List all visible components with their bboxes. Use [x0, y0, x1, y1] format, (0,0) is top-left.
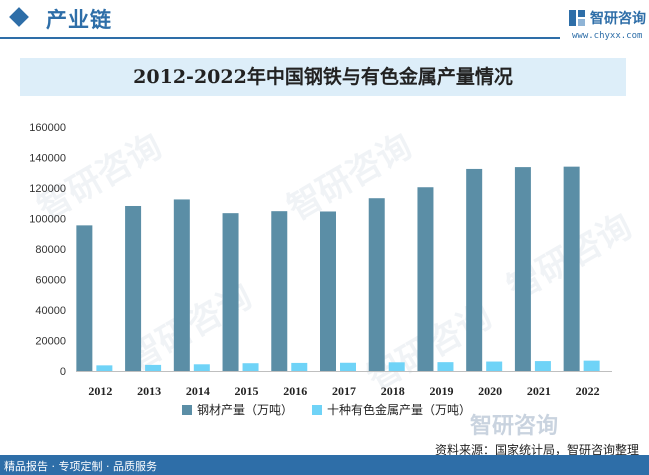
- nonferrous-bar: [486, 361, 503, 371]
- nonferrous-bar: [193, 364, 210, 371]
- nonferrous-bar: [583, 360, 600, 371]
- x-tick-label: 2017: [332, 384, 356, 398]
- steel-bar: [76, 225, 93, 371]
- legend-label: 十种有色金属产量（万吨）: [327, 402, 471, 417]
- legend-swatch-nonferrous: [312, 405, 322, 415]
- x-tick-label: 2014: [186, 384, 210, 398]
- steel-bar: [466, 168, 483, 371]
- y-tick-label: 40000: [35, 305, 66, 317]
- legend-swatch-steel: [182, 405, 192, 415]
- steel-bar: [320, 211, 336, 371]
- source-note: 资料来源：国家统计局，智研咨询整理: [434, 443, 639, 457]
- section-title: 产业链: [46, 8, 112, 32]
- y-tick-label: 100000: [29, 214, 66, 226]
- header-divider: [0, 37, 560, 39]
- footer-bar: 精品报告 · 专项定制 · 品质服务: [0, 455, 649, 475]
- steel-bar: [514, 167, 531, 371]
- y-tick-label: 60000: [35, 275, 66, 287]
- legend-label: 钢材产量（万吨）: [197, 403, 293, 417]
- steel-bar: [173, 199, 190, 371]
- steel-bar: [417, 187, 434, 371]
- y-tick-label: 0: [60, 366, 66, 378]
- x-tick-label: 2015: [235, 384, 259, 398]
- y-tick-label: 20000: [35, 336, 66, 348]
- brand-url: www.chyxx.com: [572, 31, 643, 41]
- steel-bar: [368, 198, 385, 371]
- steel-bar: [125, 205, 142, 371]
- y-tick-label: 120000: [29, 183, 66, 195]
- nonferrous-bar: [437, 362, 454, 371]
- footer-tagline: 精品报告 · 专项定制 · 品质服务: [4, 460, 157, 473]
- x-tick-label: 2013: [137, 384, 161, 398]
- brand-logo-icon: [569, 10, 585, 26]
- brand-name: 智研咨询: [590, 11, 646, 27]
- chart-title: 2012-2022年中国钢铁与有色金属产量情况: [133, 66, 513, 88]
- x-tick-label: 2020: [478, 384, 502, 398]
- x-tick-label: 2018: [381, 384, 405, 398]
- nonferrous-bar: [96, 365, 113, 371]
- y-tick-label: 160000: [29, 122, 66, 134]
- steel-bar: [222, 213, 239, 371]
- x-tick-label: 2019: [429, 384, 453, 398]
- chart-title-band: 2012-2022年中国钢铁与有色金属产量情况: [20, 58, 626, 96]
- header: 产业链 智研咨询 www.chyxx.com: [0, 0, 649, 41]
- watermark-corner: 智研咨询: [470, 414, 559, 439]
- y-tick-label: 80000: [35, 244, 66, 256]
- steel-bar: [563, 166, 580, 371]
- y-tick-label: 140000: [29, 153, 66, 165]
- nonferrous-bar: [340, 362, 356, 371]
- x-tick-label: 2022: [576, 384, 600, 398]
- steel-bar: [271, 211, 288, 371]
- x-tick-label: 2016: [283, 384, 307, 398]
- nonferrous-bar: [534, 361, 551, 371]
- nonferrous-bar: [388, 362, 405, 371]
- nonferrous-bar: [291, 362, 308, 371]
- x-tick-label: 2021: [527, 384, 551, 398]
- nonferrous-bar: [242, 363, 259, 371]
- nonferrous-bar: [145, 364, 162, 371]
- x-tick-label: 2012: [88, 384, 112, 398]
